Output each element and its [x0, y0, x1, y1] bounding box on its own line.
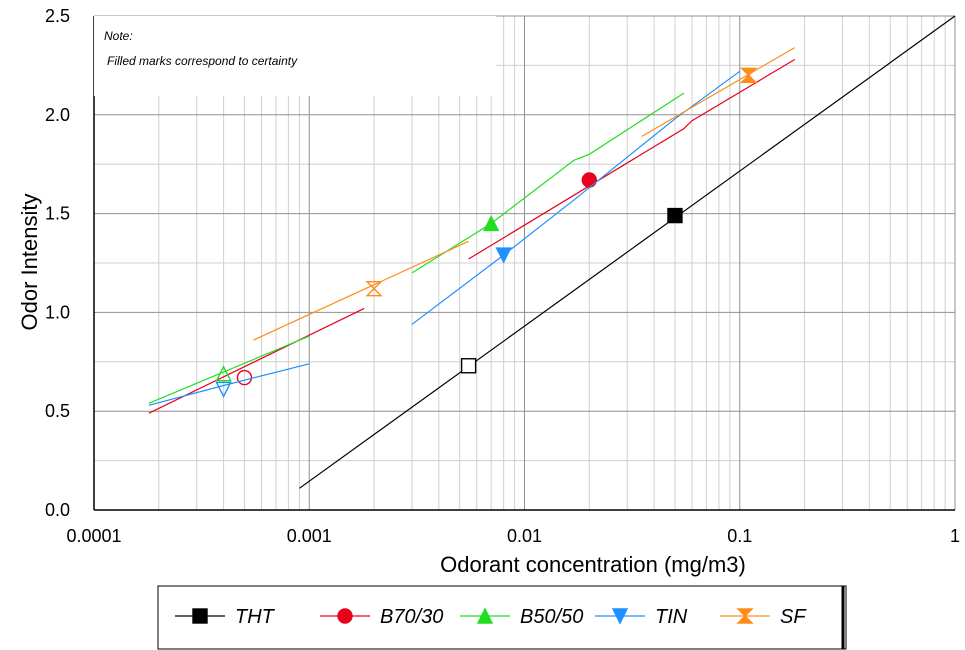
legend-box	[157, 585, 847, 650]
legend-item-tht: THT	[175, 606, 276, 628]
y-tick-label: 2.5	[45, 6, 70, 26]
legend-marker-b70-30	[337, 608, 353, 624]
x-tick-label: 0.001	[287, 526, 332, 546]
series-line-sf	[641, 47, 796, 138]
series-line-tin	[148, 363, 310, 406]
series-tht	[299, 15, 956, 489]
series-line-b70-30	[468, 58, 796, 260]
series-line-tht	[299, 15, 956, 489]
data-point-tht	[667, 207, 683, 224]
legend-marker-tin	[611, 608, 629, 625]
series-line-b50-50	[148, 335, 310, 404]
data-point-sf	[739, 67, 758, 83]
y-tick-label: 1.0	[45, 302, 70, 322]
x-tick-label: 0.1	[727, 526, 752, 546]
x-tick-label: 0.0001	[66, 526, 121, 546]
series-tin	[148, 70, 741, 406]
legend-marker-tht	[192, 608, 208, 624]
series-b50-50	[148, 92, 685, 404]
legend-item-b50-50: B50/50	[460, 606, 583, 628]
legend-item-sf: SF	[720, 606, 807, 628]
legend-label-b50-50: B50/50	[520, 606, 583, 628]
note-text: Filled marks correspond to certainty	[107, 54, 298, 68]
data-point-tin	[495, 247, 512, 264]
tick-labels: 0.0001 0.001 0.01 0.1 1 0.0 0.5 1.0 1.5 2.0 2.5	[45, 6, 960, 546]
data-point-b50-50	[483, 214, 500, 232]
series-layer	[148, 15, 956, 489]
legend-marker-sf	[736, 608, 754, 624]
legend-label-tin: TIN	[655, 606, 688, 628]
x-tick-label: 1	[950, 526, 960, 546]
legend-item-tin: TIN	[595, 606, 688, 628]
y-tick-label: 1.5	[45, 204, 70, 224]
y-tick-label: 2.0	[45, 105, 70, 125]
data-point-b50-50	[215, 365, 232, 382]
series-line-b50-50	[411, 92, 685, 274]
legend-item-b70-30: B70/30	[320, 606, 443, 628]
note-title: Note:	[104, 29, 133, 43]
series-sf	[253, 47, 796, 341]
legend-label-b70-30: B70/30	[380, 606, 443, 628]
x-tick-label: 0.01	[507, 526, 542, 546]
data-point-tin	[215, 381, 232, 399]
data-point-b70-30	[236, 369, 253, 386]
legend-marker-b50-50	[476, 607, 494, 624]
y-tick-label: 0.0	[45, 500, 70, 520]
data-point-sf	[365, 280, 383, 297]
series-line-b70-30	[148, 307, 365, 414]
legend-label-tht: THT	[235, 606, 276, 628]
x-axis-label: Odorant concentration (mg/m3)	[440, 552, 746, 577]
series-line-sf	[253, 240, 469, 341]
y-tick-label: 0.5	[45, 401, 70, 421]
data-point-b70-30	[581, 172, 597, 188]
legend-label-sf: SF	[780, 606, 807, 628]
data-point-tht	[460, 358, 477, 374]
series-line-tin	[411, 70, 741, 325]
legend-items: THT B70/30 B50/50 TIN SF	[175, 606, 807, 628]
legend: THT B70/30 B50/50 TIN SF	[157, 585, 847, 650]
note-box: Note: Filled marks correspond to certain…	[94, 16, 496, 96]
axes	[93, 16, 955, 511]
y-axis-label: Odor Intensity	[17, 194, 42, 331]
note-background	[94, 16, 496, 96]
